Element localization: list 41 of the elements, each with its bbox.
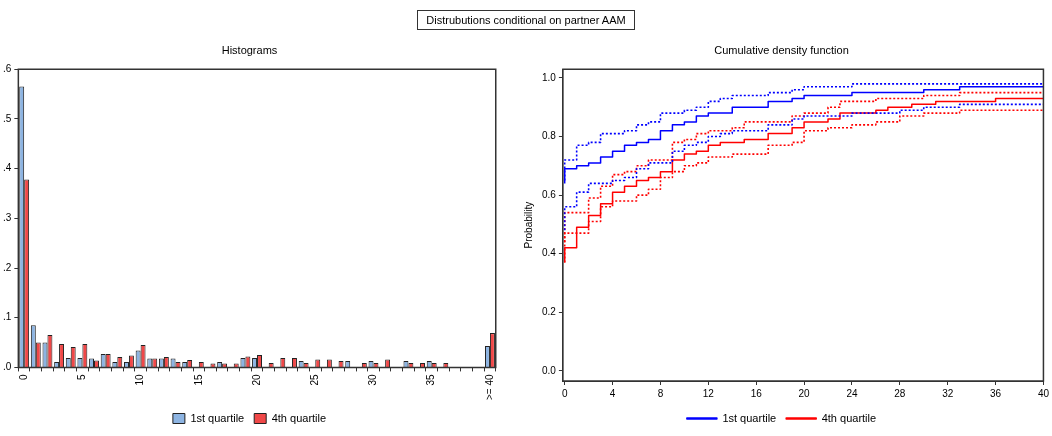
y-tick-label: 0.2 xyxy=(542,305,557,317)
legend-label: 1st quartile xyxy=(190,411,245,424)
x-tick-label: 5 xyxy=(76,373,88,380)
x-tick-label: 36 xyxy=(990,387,1002,399)
y-tick-label: 0.0 xyxy=(542,364,557,376)
x-tick-label: 30 xyxy=(367,373,379,386)
y-axis-title: Probability xyxy=(522,201,534,249)
x-tick-label: >= 40 xyxy=(483,373,495,401)
chart-title: Cumulative density function xyxy=(714,43,849,56)
x-tick-label: 0 xyxy=(561,387,568,399)
y-tick-label: .5 xyxy=(3,112,12,124)
y-tick-label: 0.8 xyxy=(542,130,557,142)
x-tick-label: 20 xyxy=(798,387,811,399)
y-tick-label: .4 xyxy=(3,162,12,174)
x-tick-label: 28 xyxy=(894,387,906,399)
x-tick-label: 40 xyxy=(1037,387,1050,399)
x-tick-label: 35 xyxy=(425,373,437,386)
x-tick-label: 12 xyxy=(702,387,715,399)
x-tick-label: 10 xyxy=(134,373,146,386)
y-tick-label: 1.0 xyxy=(542,71,557,83)
x-tick-label: 25 xyxy=(309,373,321,386)
y-tick-label: .2 xyxy=(3,261,12,273)
legend-label: 1st quartile xyxy=(722,411,777,424)
y-tick-label: .0 xyxy=(3,361,12,373)
x-tick-label: 8 xyxy=(657,387,664,399)
chart-title: Histograms xyxy=(221,43,278,56)
x-tick-label: 24 xyxy=(846,387,858,399)
text: Distrubutions conditional on partner AAM xyxy=(417,10,635,30)
legend-label: 4th quartile xyxy=(271,411,327,424)
y-tick-label: .1 xyxy=(3,311,12,323)
x-tick-label: 0 xyxy=(17,373,29,380)
x-tick-label: 15 xyxy=(192,373,204,386)
x-tick-label: 16 xyxy=(750,387,763,399)
x-tick-label: 4 xyxy=(609,387,616,399)
y-tick-label: 0.4 xyxy=(542,247,557,259)
y-tick-label: .6 xyxy=(3,62,12,74)
y-tick-label: 0.6 xyxy=(542,188,557,200)
x-tick-label: 20 xyxy=(250,373,262,386)
x-tick-label: 32 xyxy=(942,387,954,399)
legend-label: 4th quartile xyxy=(821,411,877,424)
y-tick-label: .3 xyxy=(3,212,12,224)
